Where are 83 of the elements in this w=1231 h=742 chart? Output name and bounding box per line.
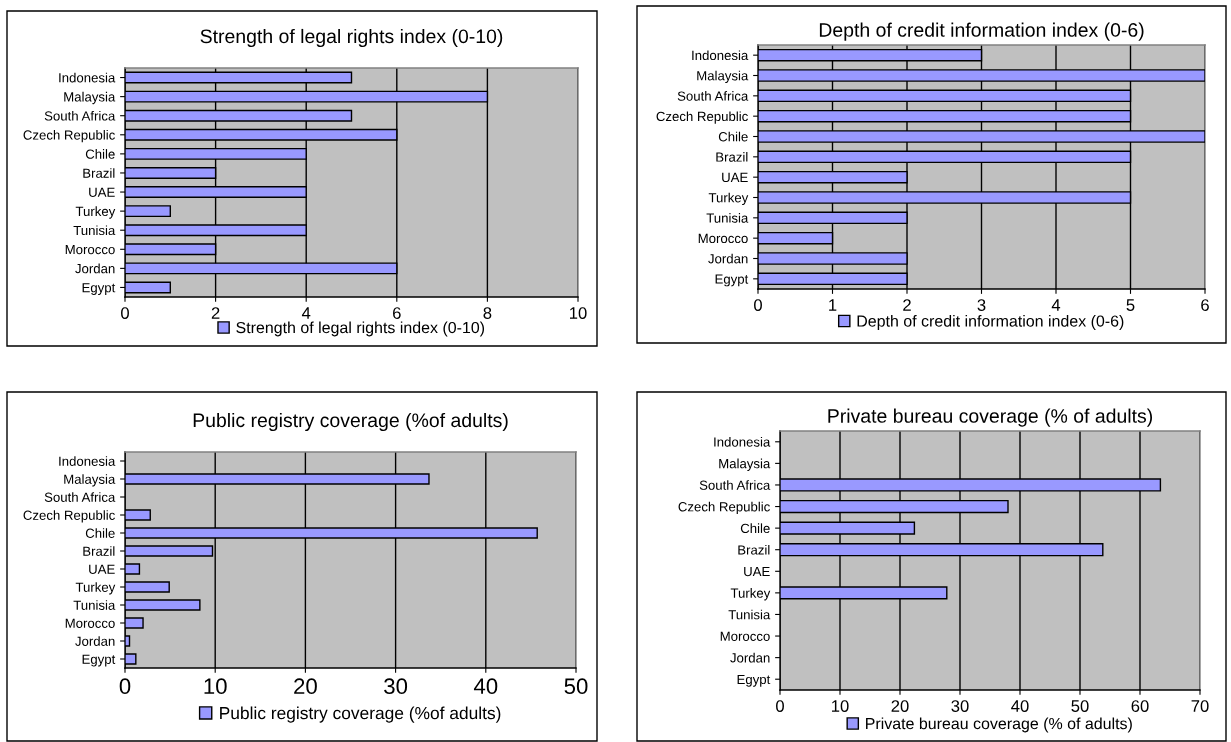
legend-label: Strength of legal rights index (0-10) [236, 321, 485, 337]
y-tick-label: Malaysia [719, 458, 771, 471]
y-tick-label: Morocco [720, 631, 770, 641]
x-tick-label: 2 [903, 299, 911, 311]
y-tick-label: Chile [85, 528, 115, 538]
y-tick-label: Czech Republic [656, 111, 748, 124]
y-tick-label: UAE [722, 172, 748, 183]
x-tick-label: 40 [1011, 700, 1029, 712]
chart-title: Public registry coverage (%of adults) [193, 412, 508, 432]
chart-title: Private bureau coverage (% of adults) [828, 408, 1153, 427]
y-tick-label: Brazil [716, 152, 748, 162]
y-tick-label: Indonesia [59, 72, 116, 83]
x-tick-label: 60 [1131, 700, 1149, 712]
y-tick-label: South Africa [44, 110, 116, 121]
y-tick-label: UAE [89, 564, 115, 574]
x-tick-label: 0 [119, 678, 131, 695]
legend-label: Private bureau coverage (% of adults) [866, 717, 1132, 733]
x-tick-label: 0 [776, 700, 784, 712]
x-tick-label: 0 [754, 299, 762, 311]
x-tick-label: 30 [384, 678, 408, 695]
y-tick-label: UAE [89, 187, 115, 197]
legend-label: Public registry coverage (%of adults) [220, 706, 501, 723]
y-tick-label: Egypt [737, 674, 771, 687]
x-tick-label: 8 [483, 307, 492, 319]
x-tick-label: 2 [211, 307, 220, 319]
y-tick-label: Brazil [738, 544, 770, 555]
x-tick-label: 70 [1191, 700, 1209, 712]
x-tick-label: 20 [891, 700, 909, 712]
y-tick-label: Malaysia [64, 91, 116, 105]
chart-title: Depth of credit information index (0-6) [819, 22, 1144, 41]
y-tick-label: Chile [740, 523, 770, 534]
y-tick-label: Tunisia [73, 225, 116, 236]
x-tick-label: 20 [294, 678, 317, 695]
y-tick-label: Turkey [708, 192, 749, 206]
y-tick-label: Tunisia [728, 609, 771, 620]
x-tick-label: 6 [393, 307, 401, 319]
y-tick-label: Egypt [82, 654, 116, 667]
y-tick-label: Jordan [75, 636, 115, 646]
y-tick-label: Indonesia [59, 456, 116, 466]
x-tick-label: 10 [570, 307, 587, 319]
y-tick-label: Tunisia [73, 600, 116, 610]
x-tick-label: 1 [829, 299, 837, 311]
y-tick-label: Turkey [75, 206, 116, 219]
x-tick-label: 4 [1051, 299, 1061, 311]
y-tick-label: Jordan [75, 263, 115, 274]
x-tick-label: 40 [473, 678, 498, 695]
y-tick-label: Morocco [65, 618, 115, 628]
y-tick-label: Malaysia [697, 70, 749, 84]
x-tick-label: 30 [951, 700, 969, 712]
y-tick-label: Czech Republic [23, 510, 115, 523]
y-tick-label: Egypt [82, 283, 116, 295]
x-tick-label: 10 [832, 700, 849, 712]
legend-label: Depth of credit information index (0-6) [857, 315, 1124, 330]
y-tick-label: Czech Republic [23, 130, 115, 143]
y-tick-label: UAE [744, 567, 770, 577]
y-tick-label: South Africa [44, 492, 116, 502]
y-tick-label: South Africa [699, 480, 771, 490]
y-tick-label: Chile [85, 149, 115, 159]
x-tick-label: 6 [1201, 299, 1209, 311]
x-tick-label: 0 [121, 307, 129, 319]
x-tick-label: 50 [1071, 700, 1089, 712]
x-tick-label: 4 [301, 307, 311, 319]
x-tick-label: 10 [204, 678, 227, 695]
y-tick-label: Tunisia [706, 213, 749, 223]
y-tick-label: Jordan [708, 253, 748, 264]
x-tick-label: 50 [564, 678, 588, 695]
y-tick-label: Czech Republic [678, 501, 770, 515]
y-tick-label: Brazil [83, 168, 115, 178]
chart-title: Strength of legal rights index (0-10) [200, 28, 503, 48]
y-tick-label: Jordan [730, 652, 770, 663]
y-tick-label: Morocco [65, 245, 115, 255]
y-tick-label: Indonesia [692, 50, 749, 61]
y-tick-label: Egypt [715, 274, 749, 287]
y-tick-label: Brazil [83, 546, 115, 556]
y-tick-label: Malaysia [64, 474, 116, 487]
x-tick-label: 3 [977, 299, 986, 311]
y-tick-label: South Africa [677, 91, 749, 101]
y-tick-label: Morocco [698, 233, 748, 244]
y-tick-label: Indonesia [714, 437, 771, 447]
x-tick-label: 5 [1126, 299, 1135, 311]
y-tick-label: Turkey [730, 588, 771, 601]
y-tick-label: Chile [718, 131, 748, 142]
y-tick-label: Turkey [75, 582, 116, 595]
